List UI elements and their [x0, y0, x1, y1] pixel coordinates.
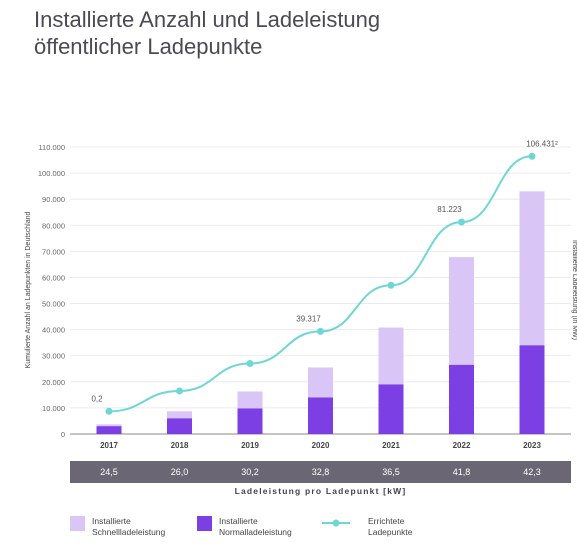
bar-schnellladeleistung — [378, 327, 404, 385]
x-tick-label: 2020 — [312, 441, 330, 450]
bar-normalladeleistung — [519, 345, 545, 434]
chart-svg: 0 10.000 20.000 30.000 40.000 50.000 60.000 70.… — [25, 139, 577, 450]
legend-swatch — [70, 516, 85, 531]
legend-label: Errichtete Ladepunkte — [368, 516, 413, 537]
legend-line-swatch — [322, 519, 350, 527]
y-axis-label: Kumulierte Anzahl an Ladepunkten in Deut… — [25, 211, 32, 368]
bar-schnellladeleistung — [96, 424, 122, 427]
chart-title: Installierte Anzahl und Ladeleistung öff… — [34, 6, 554, 60]
line-point — [458, 218, 465, 226]
kw-per-point-value: 41,8 — [452, 467, 471, 477]
y-tick-label: 30.000 — [42, 352, 65, 361]
y-tick-label: 100.000 — [38, 169, 65, 178]
y-tick-label: 50.000 — [42, 300, 65, 309]
y-tick-label: 60.000 — [42, 273, 65, 282]
bar-schnellladeleistung — [519, 191, 545, 346]
kw-per-point-value: 42,3 — [523, 467, 541, 477]
bar-schnellladeleistung — [449, 257, 474, 365]
bar-normalladeleistung — [378, 384, 404, 434]
x-tick-label: 2023 — [523, 441, 541, 450]
bar-schnellladeleistung — [308, 367, 333, 398]
legend-label: Installierte Schnellladeleistung — [92, 516, 166, 537]
line-point — [176, 387, 183, 395]
bar-normalladeleistung — [96, 426, 122, 434]
kw-per-point-label: Ladeleistung pro Ladepunkt [kW] — [234, 486, 407, 496]
line-point — [246, 360, 254, 368]
data-annotation: 106.431² — [526, 139, 558, 148]
y-tick-label: 110.000 — [38, 143, 65, 152]
y2-axis-label: Installierte Ladeleistung (in MW) — [571, 240, 577, 340]
y-tick-label: 20.000 — [42, 378, 65, 387]
data-annotation: 39.317 — [296, 314, 321, 323]
kw-per-point-row: 24,5 26,0 30,2 32,8 36,5 41,8 42,3 — [70, 461, 571, 483]
legend: Installierte Schnellladeleistung Installi… — [70, 516, 571, 544]
y-tick-label: 10.000 — [42, 404, 65, 413]
bar-normalladeleistung — [167, 418, 192, 434]
kw-per-point-value: 26,0 — [170, 467, 189, 477]
kw-per-point-value: 36,5 — [382, 467, 400, 477]
chart-title-line-2: öffentlicher Ladepunkte — [34, 34, 263, 59]
data-annotation: 0,2 — [91, 394, 103, 403]
legend-label: Installierte Normalladeleistung — [219, 516, 292, 537]
kw-per-point-value: 30,2 — [241, 467, 259, 477]
x-tick-label: 2018 — [171, 441, 189, 450]
y-tick-label: 0 — [61, 430, 65, 439]
data-annotation: 81.223 — [437, 205, 462, 214]
line-point — [387, 281, 395, 289]
x-tick-label: 2017 — [100, 441, 118, 450]
bar-schnellladeleistung — [167, 411, 192, 419]
x-tick-label: 2022 — [453, 441, 471, 450]
line-point — [105, 407, 113, 415]
legend-swatch — [197, 516, 212, 531]
y-tick-label: 90.000 — [42, 195, 65, 204]
y-tick-label: 80.000 — [42, 221, 65, 230]
kw-per-point-value: 32,8 — [311, 467, 330, 477]
chart-title-line-1: Installierte Anzahl und Ladeleistung — [34, 7, 381, 32]
line-point — [528, 152, 536, 160]
bar-schnellladeleistung — [237, 391, 263, 409]
x-tick-label: 2021 — [382, 441, 400, 450]
bar-normalladeleistung — [308, 397, 333, 434]
bar-normalladeleistung — [237, 408, 263, 434]
bar-normalladeleistung — [449, 364, 474, 434]
y-tick-label: 40.000 — [42, 326, 65, 335]
kw-per-point-value: 24,5 — [100, 467, 118, 477]
x-tick-label: 2019 — [241, 441, 259, 450]
y-tick-label: 70.000 — [42, 247, 65, 256]
line-point — [317, 327, 324, 335]
